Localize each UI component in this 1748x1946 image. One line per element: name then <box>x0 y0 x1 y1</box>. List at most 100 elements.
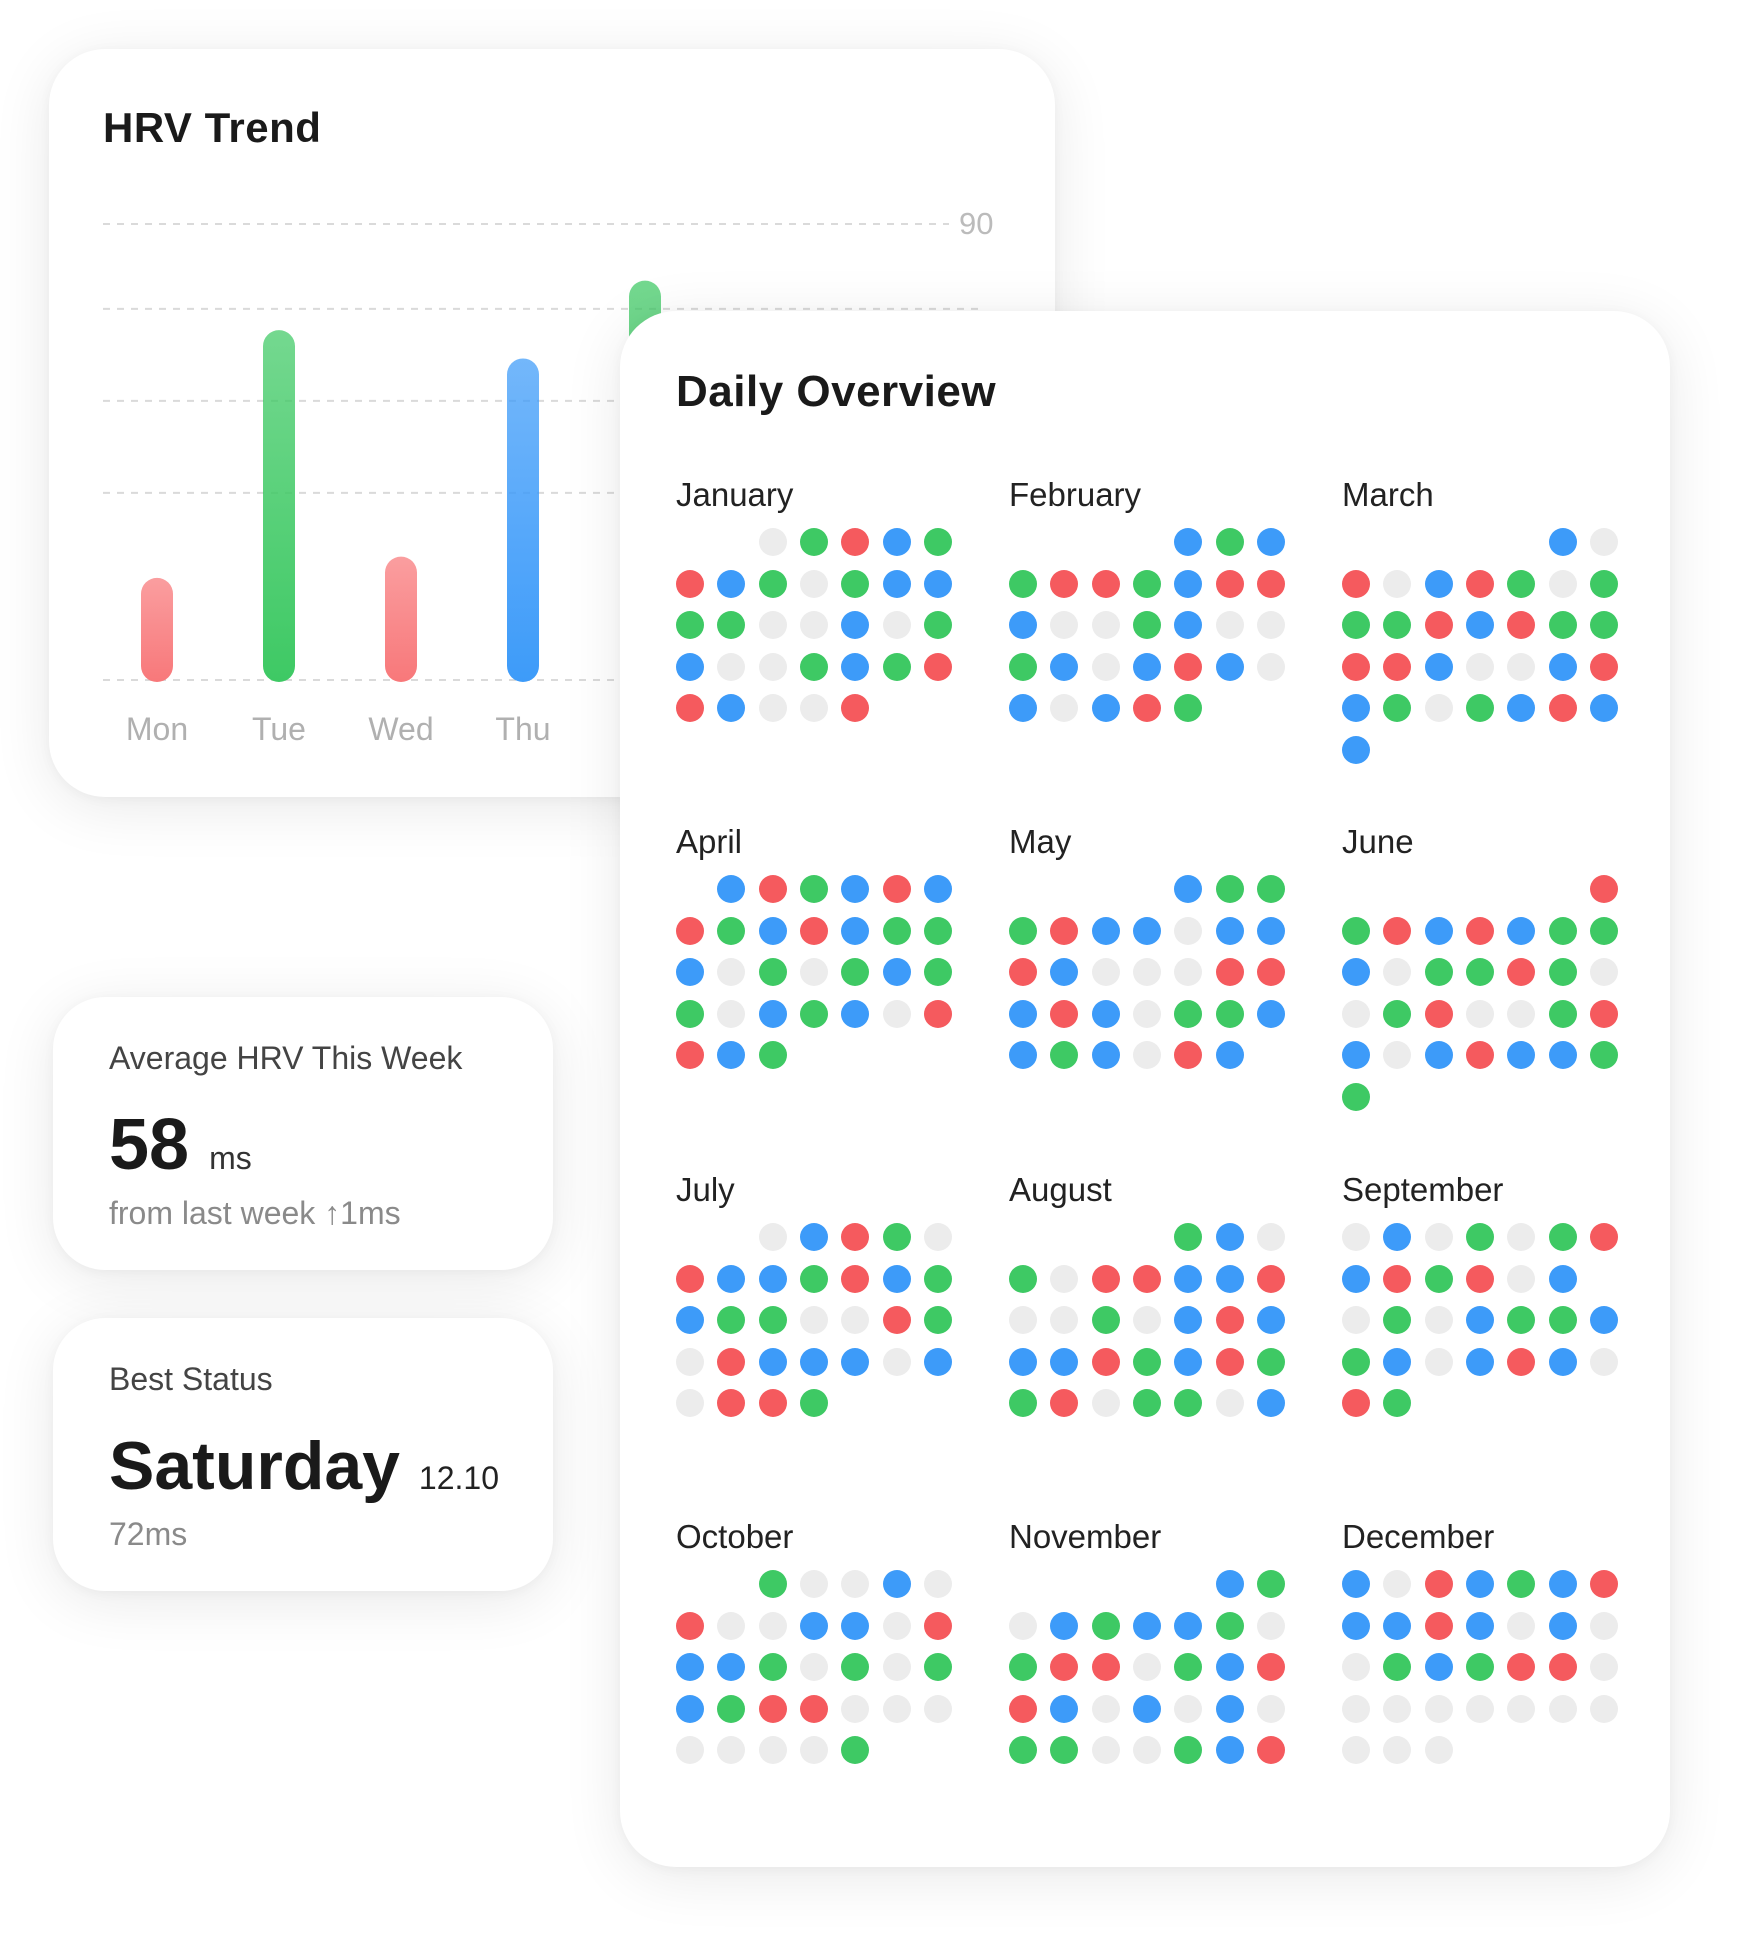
day-dot[interactable] <box>1424 1570 1453 1598</box>
day-dot[interactable] <box>1009 1694 1037 1723</box>
day-dot[interactable] <box>676 999 704 1028</box>
bar-mon[interactable] <box>141 577 173 682</box>
day-dot[interactable] <box>1174 1347 1203 1376</box>
day-dot[interactable] <box>1132 694 1161 722</box>
day-dot[interactable] <box>1050 1389 1079 1417</box>
day-dot[interactable] <box>1383 999 1412 1028</box>
day-dot[interactable] <box>799 652 828 681</box>
day-dot[interactable] <box>1507 1694 1536 1723</box>
day-dot[interactable] <box>1050 1306 1079 1334</box>
day-dot[interactable] <box>1174 694 1203 722</box>
day-dot[interactable] <box>1548 1306 1577 1334</box>
day-dot[interactable] <box>1424 1041 1453 1069</box>
day-dot[interactable] <box>1589 569 1618 598</box>
day-dot[interactable] <box>1009 569 1037 598</box>
day-dot[interactable] <box>1507 916 1536 945</box>
day-dot[interactable] <box>1009 1306 1037 1334</box>
day-dot[interactable] <box>1424 1264 1453 1293</box>
day-dot[interactable] <box>1507 1264 1536 1293</box>
day-dot[interactable] <box>1424 611 1453 639</box>
day-dot[interactable] <box>758 1694 787 1723</box>
day-dot[interactable] <box>1091 611 1120 639</box>
day-dot[interactable] <box>1132 1306 1161 1334</box>
day-dot[interactable] <box>1009 694 1037 722</box>
day-dot[interactable] <box>1383 569 1412 598</box>
day-dot[interactable] <box>882 1347 911 1376</box>
day-dot[interactable] <box>1174 1736 1203 1764</box>
day-dot[interactable] <box>758 1306 787 1334</box>
day-dot[interactable] <box>1091 569 1120 598</box>
day-dot[interactable] <box>1132 916 1161 945</box>
day-dot[interactable] <box>841 1347 870 1376</box>
day-dot[interactable] <box>1132 652 1161 681</box>
day-dot[interactable] <box>1465 1306 1494 1334</box>
day-dot[interactable] <box>1132 1389 1161 1417</box>
day-dot[interactable] <box>882 875 911 903</box>
day-dot[interactable] <box>1256 1570 1285 1598</box>
day-dot[interactable] <box>882 958 911 986</box>
day-dot[interactable] <box>1256 875 1285 903</box>
day-dot[interactable] <box>799 1570 828 1598</box>
day-dot[interactable] <box>1256 958 1285 986</box>
day-dot[interactable] <box>1132 569 1161 598</box>
day-dot[interactable] <box>1050 916 1079 945</box>
day-dot[interactable] <box>1215 1694 1244 1723</box>
day-dot[interactable] <box>1174 1223 1203 1251</box>
day-dot[interactable] <box>1589 1570 1618 1598</box>
day-dot[interactable] <box>1009 999 1037 1028</box>
day-dot[interactable] <box>1507 694 1536 722</box>
day-dot[interactable] <box>1507 1347 1536 1376</box>
day-dot[interactable] <box>1009 1347 1037 1376</box>
day-dot[interactable] <box>1424 569 1453 598</box>
day-dot[interactable] <box>1465 999 1494 1028</box>
day-dot[interactable] <box>923 1306 952 1334</box>
day-dot[interactable] <box>1215 958 1244 986</box>
day-dot[interactable] <box>923 875 952 903</box>
day-dot[interactable] <box>1465 916 1494 945</box>
day-dot[interactable] <box>717 875 746 903</box>
day-dot[interactable] <box>1507 1653 1536 1681</box>
day-dot[interactable] <box>1174 1264 1203 1293</box>
day-dot[interactable] <box>1342 1306 1370 1334</box>
day-dot[interactable] <box>1465 1570 1494 1598</box>
day-dot[interactable] <box>1009 1389 1037 1417</box>
day-dot[interactable] <box>799 958 828 986</box>
day-dot[interactable] <box>1009 611 1037 639</box>
day-dot[interactable] <box>1548 1041 1577 1069</box>
day-dot[interactable] <box>1342 694 1370 722</box>
day-dot[interactable] <box>758 1736 787 1764</box>
day-dot[interactable] <box>1091 916 1120 945</box>
day-dot[interactable] <box>1548 1694 1577 1723</box>
day-dot[interactable] <box>1589 1223 1618 1251</box>
day-dot[interactable] <box>1050 1736 1079 1764</box>
day-dot[interactable] <box>1342 652 1370 681</box>
day-dot[interactable] <box>717 999 746 1028</box>
day-dot[interactable] <box>1548 1223 1577 1251</box>
day-dot[interactable] <box>758 999 787 1028</box>
day-dot[interactable] <box>1174 652 1203 681</box>
day-dot[interactable] <box>1256 1653 1285 1681</box>
day-dot[interactable] <box>1050 958 1079 986</box>
day-dot[interactable] <box>1091 1653 1120 1681</box>
day-dot[interactable] <box>1465 1347 1494 1376</box>
day-dot[interactable] <box>1215 999 1244 1028</box>
day-dot[interactable] <box>1091 958 1120 986</box>
day-dot[interactable] <box>1507 1041 1536 1069</box>
day-dot[interactable] <box>717 1264 746 1293</box>
day-dot[interactable] <box>1465 1041 1494 1069</box>
day-dot[interactable] <box>1589 1306 1618 1334</box>
day-dot[interactable] <box>1465 611 1494 639</box>
day-dot[interactable] <box>1091 1264 1120 1293</box>
day-dot[interactable] <box>1383 1694 1412 1723</box>
day-dot[interactable] <box>717 1653 746 1681</box>
day-dot[interactable] <box>758 1347 787 1376</box>
day-dot[interactable] <box>923 652 952 681</box>
day-dot[interactable] <box>1256 1389 1285 1417</box>
day-dot[interactable] <box>1548 694 1577 722</box>
day-dot[interactable] <box>1256 611 1285 639</box>
day-dot[interactable] <box>1174 1611 1203 1640</box>
day-dot[interactable] <box>841 1611 870 1640</box>
day-dot[interactable] <box>841 611 870 639</box>
day-dot[interactable] <box>841 916 870 945</box>
day-dot[interactable] <box>1342 735 1370 764</box>
